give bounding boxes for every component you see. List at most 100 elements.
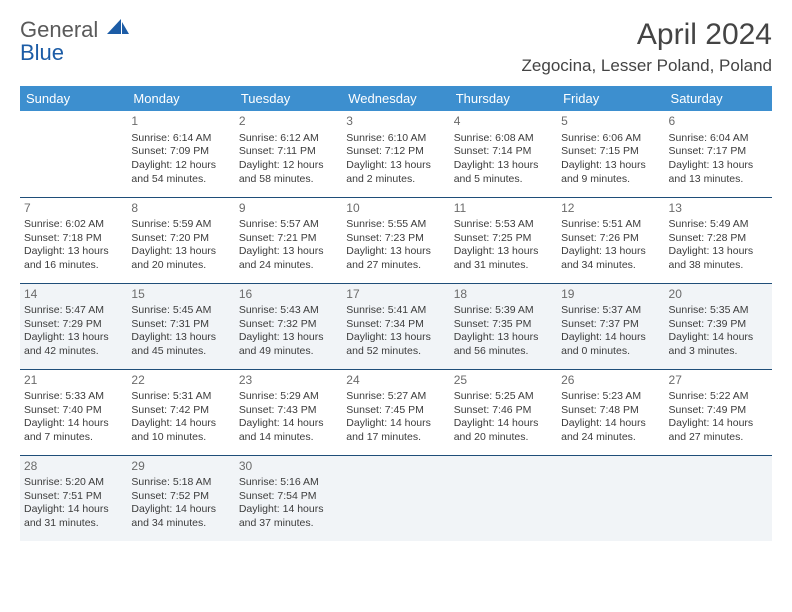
sunset-line: Sunset: 7:12 PM xyxy=(346,145,445,159)
day-number: 23 xyxy=(239,373,338,389)
sunrise-line: Sunrise: 5:41 AM xyxy=(346,304,445,318)
calendar-cell: 23Sunrise: 5:29 AMSunset: 7:43 PMDayligh… xyxy=(235,369,342,455)
sunset-line: Sunset: 7:51 PM xyxy=(24,490,123,504)
daylight-line: and 31 minutes. xyxy=(24,517,123,531)
calendar-cell: 25Sunrise: 5:25 AMSunset: 7:46 PMDayligh… xyxy=(450,369,557,455)
day-number: 6 xyxy=(669,114,768,130)
daylight-line: and 52 minutes. xyxy=(346,345,445,359)
calendar-cell xyxy=(20,111,127,197)
day-number: 8 xyxy=(131,201,230,217)
sunrise-line: Sunrise: 5:39 AM xyxy=(454,304,553,318)
header: General Blue April 2024 Zegocina, Lesser… xyxy=(20,18,772,76)
day-number: 18 xyxy=(454,287,553,303)
sunset-line: Sunset: 7:21 PM xyxy=(239,232,338,246)
day-number: 2 xyxy=(239,114,338,130)
day-number: 26 xyxy=(561,373,660,389)
sunrise-line: Sunrise: 5:43 AM xyxy=(239,304,338,318)
daylight-line: Daylight: 14 hours xyxy=(24,503,123,517)
calendar-week: 28Sunrise: 5:20 AMSunset: 7:51 PMDayligh… xyxy=(20,455,772,541)
sunset-line: Sunset: 7:42 PM xyxy=(131,404,230,418)
sunset-line: Sunset: 7:34 PM xyxy=(346,318,445,332)
day-number: 19 xyxy=(561,287,660,303)
calendar-cell xyxy=(557,455,664,541)
daylight-line: and 31 minutes. xyxy=(454,259,553,273)
daylight-line: Daylight: 14 hours xyxy=(669,417,768,431)
sunset-line: Sunset: 7:40 PM xyxy=(24,404,123,418)
sunrise-line: Sunrise: 5:59 AM xyxy=(131,218,230,232)
dayname: Friday xyxy=(557,86,664,111)
sunset-line: Sunset: 7:14 PM xyxy=(454,145,553,159)
sunrise-line: Sunrise: 5:45 AM xyxy=(131,304,230,318)
day-number: 30 xyxy=(239,459,338,475)
daylight-line: and 54 minutes. xyxy=(131,173,230,187)
dayname: Monday xyxy=(127,86,234,111)
sunrise-line: Sunrise: 5:49 AM xyxy=(669,218,768,232)
daylight-line: and 10 minutes. xyxy=(131,431,230,445)
day-number: 22 xyxy=(131,373,230,389)
sunrise-line: Sunrise: 5:25 AM xyxy=(454,390,553,404)
calendar-cell: 16Sunrise: 5:43 AMSunset: 7:32 PMDayligh… xyxy=(235,283,342,369)
calendar-cell xyxy=(450,455,557,541)
sunrise-line: Sunrise: 5:18 AM xyxy=(131,476,230,490)
sunrise-line: Sunrise: 5:22 AM xyxy=(669,390,768,404)
calendar-cell: 10Sunrise: 5:55 AMSunset: 7:23 PMDayligh… xyxy=(342,197,449,283)
sunset-line: Sunset: 7:52 PM xyxy=(131,490,230,504)
day-number: 20 xyxy=(669,287,768,303)
daylight-line: and 45 minutes. xyxy=(131,345,230,359)
day-number: 1 xyxy=(131,114,230,130)
sunrise-line: Sunrise: 6:10 AM xyxy=(346,132,445,146)
day-number: 3 xyxy=(346,114,445,130)
day-number: 12 xyxy=(561,201,660,217)
daylight-line: and 14 minutes. xyxy=(239,431,338,445)
sunset-line: Sunset: 7:32 PM xyxy=(239,318,338,332)
day-number: 14 xyxy=(24,287,123,303)
dayname-row: Sunday Monday Tuesday Wednesday Thursday… xyxy=(20,86,772,111)
day-number: 24 xyxy=(346,373,445,389)
calendar-cell: 17Sunrise: 5:41 AMSunset: 7:34 PMDayligh… xyxy=(342,283,449,369)
daylight-line: and 17 minutes. xyxy=(346,431,445,445)
dayname: Tuesday xyxy=(235,86,342,111)
daylight-line: and 56 minutes. xyxy=(454,345,553,359)
daylight-line: and 27 minutes. xyxy=(346,259,445,273)
daylight-line: and 16 minutes. xyxy=(24,259,123,273)
sunrise-line: Sunrise: 5:20 AM xyxy=(24,476,123,490)
daylight-line: Daylight: 14 hours xyxy=(131,417,230,431)
daylight-line: Daylight: 12 hours xyxy=(131,159,230,173)
calendar-week: 21Sunrise: 5:33 AMSunset: 7:40 PMDayligh… xyxy=(20,369,772,455)
sunset-line: Sunset: 7:49 PM xyxy=(669,404,768,418)
daylight-line: Daylight: 13 hours xyxy=(239,245,338,259)
calendar-cell: 4Sunrise: 6:08 AMSunset: 7:14 PMDaylight… xyxy=(450,111,557,197)
daylight-line: and 20 minutes. xyxy=(454,431,553,445)
daylight-line: Daylight: 14 hours xyxy=(669,331,768,345)
day-number: 9 xyxy=(239,201,338,217)
calendar-cell: 13Sunrise: 5:49 AMSunset: 7:28 PMDayligh… xyxy=(665,197,772,283)
day-number: 21 xyxy=(24,373,123,389)
daylight-line: and 38 minutes. xyxy=(669,259,768,273)
sunrise-line: Sunrise: 5:31 AM xyxy=(131,390,230,404)
calendar-cell xyxy=(665,455,772,541)
calendar-cell: 30Sunrise: 5:16 AMSunset: 7:54 PMDayligh… xyxy=(235,455,342,541)
daylight-line: Daylight: 13 hours xyxy=(669,159,768,173)
calendar-table: Sunday Monday Tuesday Wednesday Thursday… xyxy=(20,86,772,541)
sunset-line: Sunset: 7:15 PM xyxy=(561,145,660,159)
calendar-cell: 14Sunrise: 5:47 AMSunset: 7:29 PMDayligh… xyxy=(20,283,127,369)
sunrise-line: Sunrise: 5:57 AM xyxy=(239,218,338,232)
daylight-line: and 37 minutes. xyxy=(239,517,338,531)
daylight-line: and 24 minutes. xyxy=(561,431,660,445)
daylight-line: and 34 minutes. xyxy=(561,259,660,273)
daylight-line: Daylight: 14 hours xyxy=(561,331,660,345)
sunrise-line: Sunrise: 5:51 AM xyxy=(561,218,660,232)
daylight-line: Daylight: 12 hours xyxy=(239,159,338,173)
daylight-line: Daylight: 13 hours xyxy=(346,159,445,173)
calendar-cell: 1Sunrise: 6:14 AMSunset: 7:09 PMDaylight… xyxy=(127,111,234,197)
calendar-cell: 2Sunrise: 6:12 AMSunset: 7:11 PMDaylight… xyxy=(235,111,342,197)
sunset-line: Sunset: 7:25 PM xyxy=(454,232,553,246)
daylight-line: Daylight: 14 hours xyxy=(239,503,338,517)
daylight-line: Daylight: 13 hours xyxy=(561,245,660,259)
daylight-line: Daylight: 14 hours xyxy=(454,417,553,431)
brand-top: General xyxy=(20,17,98,42)
sunrise-line: Sunrise: 5:27 AM xyxy=(346,390,445,404)
calendar-week: 1Sunrise: 6:14 AMSunset: 7:09 PMDaylight… xyxy=(20,111,772,197)
day-number: 7 xyxy=(24,201,123,217)
day-number: 4 xyxy=(454,114,553,130)
